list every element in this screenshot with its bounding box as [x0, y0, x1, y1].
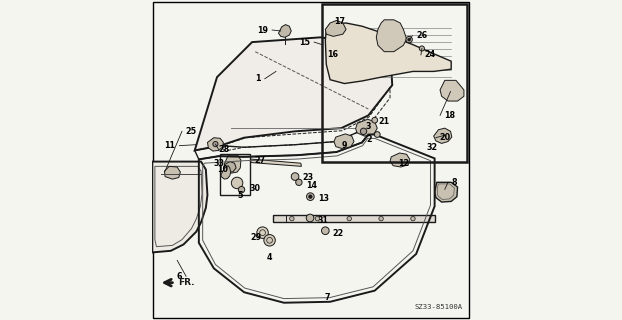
Circle shape: [307, 193, 314, 200]
Text: 24: 24: [425, 50, 436, 59]
Circle shape: [291, 173, 299, 180]
Polygon shape: [435, 182, 458, 202]
Polygon shape: [152, 162, 208, 252]
Polygon shape: [279, 25, 291, 37]
Circle shape: [411, 216, 415, 221]
Polygon shape: [221, 166, 231, 179]
Text: 4: 4: [267, 253, 272, 262]
Polygon shape: [225, 155, 241, 173]
Text: 7: 7: [325, 292, 330, 301]
Text: FR.: FR.: [179, 278, 195, 287]
Polygon shape: [356, 119, 378, 136]
Polygon shape: [273, 215, 435, 222]
Text: 2: 2: [366, 135, 372, 144]
Circle shape: [257, 227, 268, 238]
Circle shape: [360, 128, 367, 134]
Text: 16: 16: [327, 50, 338, 59]
Circle shape: [309, 195, 312, 198]
Circle shape: [407, 38, 411, 41]
Circle shape: [372, 117, 378, 123]
Polygon shape: [325, 23, 451, 84]
Text: 28: 28: [218, 145, 230, 154]
Text: 22: 22: [332, 229, 343, 238]
Circle shape: [290, 216, 294, 221]
Text: 5: 5: [237, 190, 243, 200]
Text: SZ33-85100A: SZ33-85100A: [414, 304, 462, 310]
Text: 13: 13: [318, 194, 329, 203]
Text: 23: 23: [303, 173, 314, 182]
Text: 15: 15: [299, 38, 310, 47]
Circle shape: [347, 216, 351, 221]
Circle shape: [231, 177, 243, 189]
Text: 29: 29: [251, 233, 262, 242]
Circle shape: [419, 46, 424, 51]
Polygon shape: [325, 20, 346, 36]
Text: 21: 21: [379, 117, 389, 126]
Text: 10: 10: [218, 165, 228, 174]
Circle shape: [213, 141, 218, 147]
Text: 20: 20: [440, 133, 451, 142]
Polygon shape: [164, 166, 180, 179]
Circle shape: [322, 227, 329, 235]
Circle shape: [238, 187, 244, 193]
Text: 3: 3: [366, 122, 371, 131]
Text: 14: 14: [306, 181, 317, 190]
Polygon shape: [195, 37, 392, 150]
Circle shape: [315, 216, 320, 221]
Text: 1: 1: [256, 74, 261, 83]
Circle shape: [379, 216, 383, 221]
Polygon shape: [440, 80, 464, 101]
Bar: [322, 4, 467, 162]
Circle shape: [374, 132, 380, 137]
Text: 30: 30: [249, 184, 261, 193]
Text: 32: 32: [427, 143, 438, 152]
Text: 11: 11: [165, 141, 175, 150]
Text: 8: 8: [452, 178, 457, 187]
Circle shape: [306, 214, 314, 222]
Polygon shape: [251, 159, 302, 166]
Polygon shape: [376, 20, 407, 52]
Text: 17: 17: [335, 17, 346, 26]
Circle shape: [295, 179, 302, 186]
Text: 12: 12: [397, 159, 409, 168]
Text: 6: 6: [177, 272, 182, 281]
Text: 31: 31: [318, 216, 328, 225]
Circle shape: [264, 235, 276, 246]
Text: 25: 25: [186, 127, 197, 136]
Polygon shape: [434, 128, 452, 143]
Text: 27: 27: [254, 156, 266, 164]
Polygon shape: [334, 134, 354, 149]
Text: 19: 19: [258, 26, 268, 35]
Text: 33: 33: [214, 159, 225, 168]
Polygon shape: [208, 138, 223, 151]
Text: 18: 18: [444, 111, 455, 120]
Polygon shape: [390, 153, 410, 167]
Polygon shape: [225, 162, 236, 172]
Text: 26: 26: [416, 31, 427, 40]
Text: 9: 9: [342, 141, 348, 150]
Circle shape: [406, 36, 412, 43]
